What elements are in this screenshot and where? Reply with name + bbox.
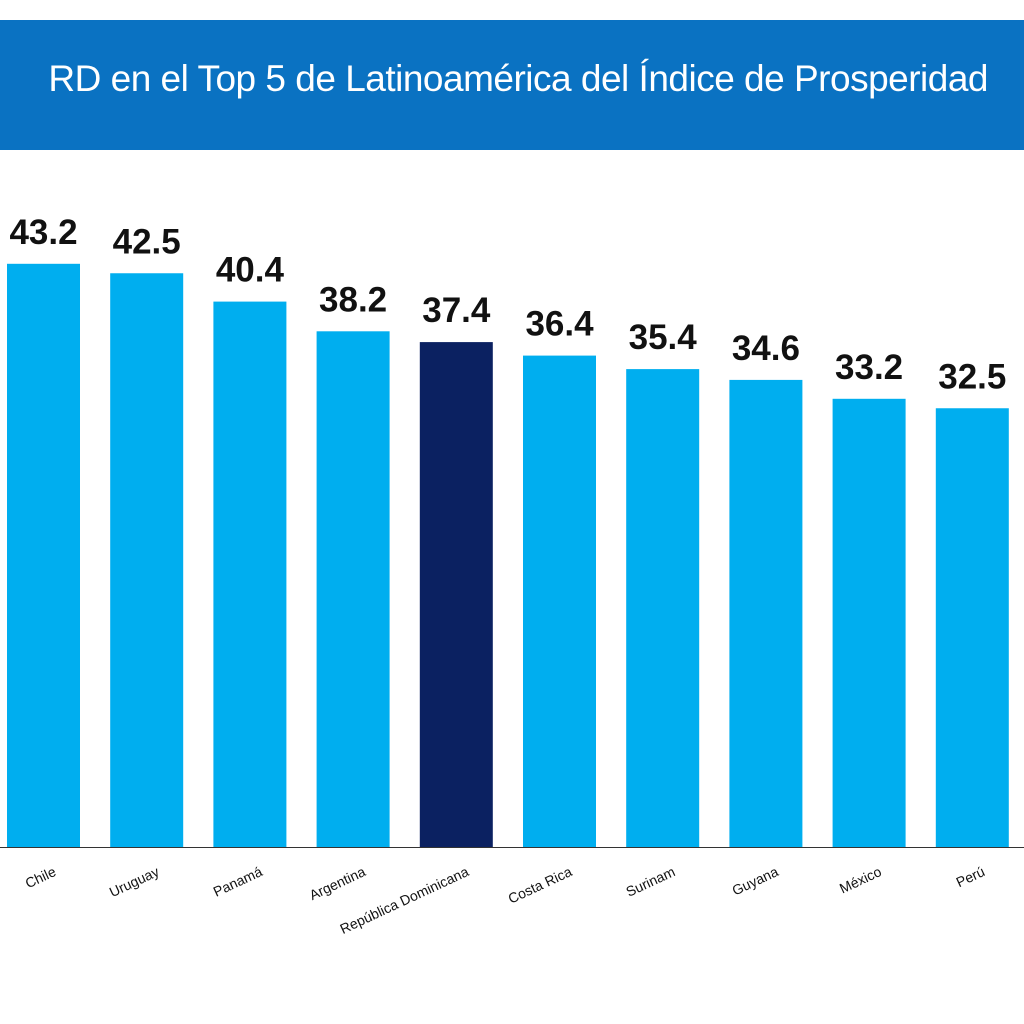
bar-1 [110,273,184,847]
bar-6 [626,369,700,847]
value-label-7: 34.6 [732,329,800,368]
value-label-1: 42.5 [113,222,181,261]
value-label-8: 33.2 [835,348,903,387]
category-label-9: Perú [953,863,987,890]
bars-group [7,263,1009,848]
bar-7 [729,379,803,847]
bar-4 [419,342,493,847]
category-label-6: Surinam [623,863,677,900]
category-label-1: Uruguay [107,863,162,900]
bar-9 [935,408,1009,847]
bar-8 [832,398,906,847]
category-label-2: Panamá [211,863,265,900]
category-label-8: México [837,863,884,896]
bar-3 [316,331,390,847]
category-label-0: Chile [23,863,59,891]
value-labels-group: 43.2 42.5 40.4 38.2 37.4 36.4 35.4 34.6 33.2 32.5 [9,213,1006,396]
chart-title: RD en el Top 5 de Latinoamérica del Índi… [48,58,988,99]
title-bar: RD en el Top 5 de Latinoamérica del Índi… [0,20,1024,150]
bar-2 [213,301,287,848]
value-label-9: 32.5 [938,357,1006,396]
value-label-5: 36.4 [525,305,594,344]
value-label-3: 38.2 [319,280,387,319]
value-label-6: 35.4 [629,318,698,357]
category-label-7: Guyana [729,863,780,898]
value-label-2: 40.4 [216,251,285,290]
value-label-4: 37.4 [422,291,491,330]
category-label-5: Costa Rica [505,863,574,907]
category-label-3: Argentina [307,863,368,903]
bar-0 [7,263,80,847]
value-label-0: 43.2 [9,213,77,252]
bar-5 [523,355,596,847]
